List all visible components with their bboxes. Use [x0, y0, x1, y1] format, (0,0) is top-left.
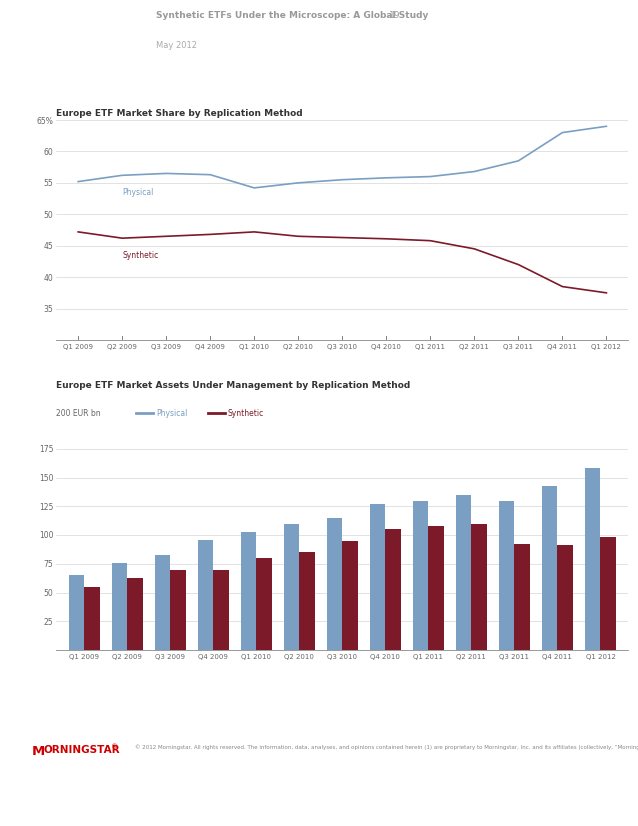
Text: 19: 19: [389, 11, 401, 20]
Text: Synthetic ETFs Under the Microscope: A Global Study: Synthetic ETFs Under the Microscope: A G…: [156, 11, 429, 20]
Text: Physical: Physical: [122, 188, 154, 197]
Bar: [428, 526, 444, 650]
Bar: [198, 539, 213, 650]
Text: Physical: Physical: [156, 409, 188, 417]
Bar: [256, 558, 272, 650]
Bar: [413, 501, 428, 650]
Bar: [370, 504, 385, 650]
Text: Europe ETF Market Share by Replication Method: Europe ETF Market Share by Replication M…: [56, 108, 303, 117]
Bar: [84, 586, 100, 650]
Text: Europe ETF Market Assets Under Management by Replication Method: Europe ETF Market Assets Under Managemen…: [56, 381, 410, 390]
Bar: [127, 577, 143, 650]
Bar: [499, 501, 514, 650]
Bar: [471, 524, 487, 650]
Text: ®: ®: [111, 745, 118, 751]
Bar: [112, 563, 127, 650]
Bar: [284, 524, 299, 650]
Bar: [154, 554, 170, 650]
Bar: [385, 529, 401, 650]
Text: Synthetic: Synthetic: [122, 251, 158, 259]
Bar: [585, 468, 600, 650]
Text: 200 EUR bn: 200 EUR bn: [56, 409, 101, 417]
Bar: [514, 544, 530, 650]
Text: M: M: [32, 745, 45, 757]
Bar: [542, 486, 558, 650]
Bar: [342, 541, 358, 650]
Text: Synthetic: Synthetic: [228, 409, 264, 417]
Bar: [299, 553, 315, 650]
Text: ORNINGSTAR: ORNINGSTAR: [43, 745, 121, 755]
Bar: [170, 569, 186, 650]
Text: © 2012 Morningstar. All rights reserved. The information, data, analyses, and op: © 2012 Morningstar. All rights reserved.…: [135, 745, 638, 750]
Bar: [69, 575, 84, 650]
Bar: [213, 569, 228, 650]
Bar: [600, 537, 616, 650]
Bar: [558, 545, 573, 650]
Text: May 2012: May 2012: [156, 40, 197, 50]
Bar: [327, 518, 342, 650]
Bar: [241, 532, 256, 650]
Bar: [456, 495, 471, 650]
